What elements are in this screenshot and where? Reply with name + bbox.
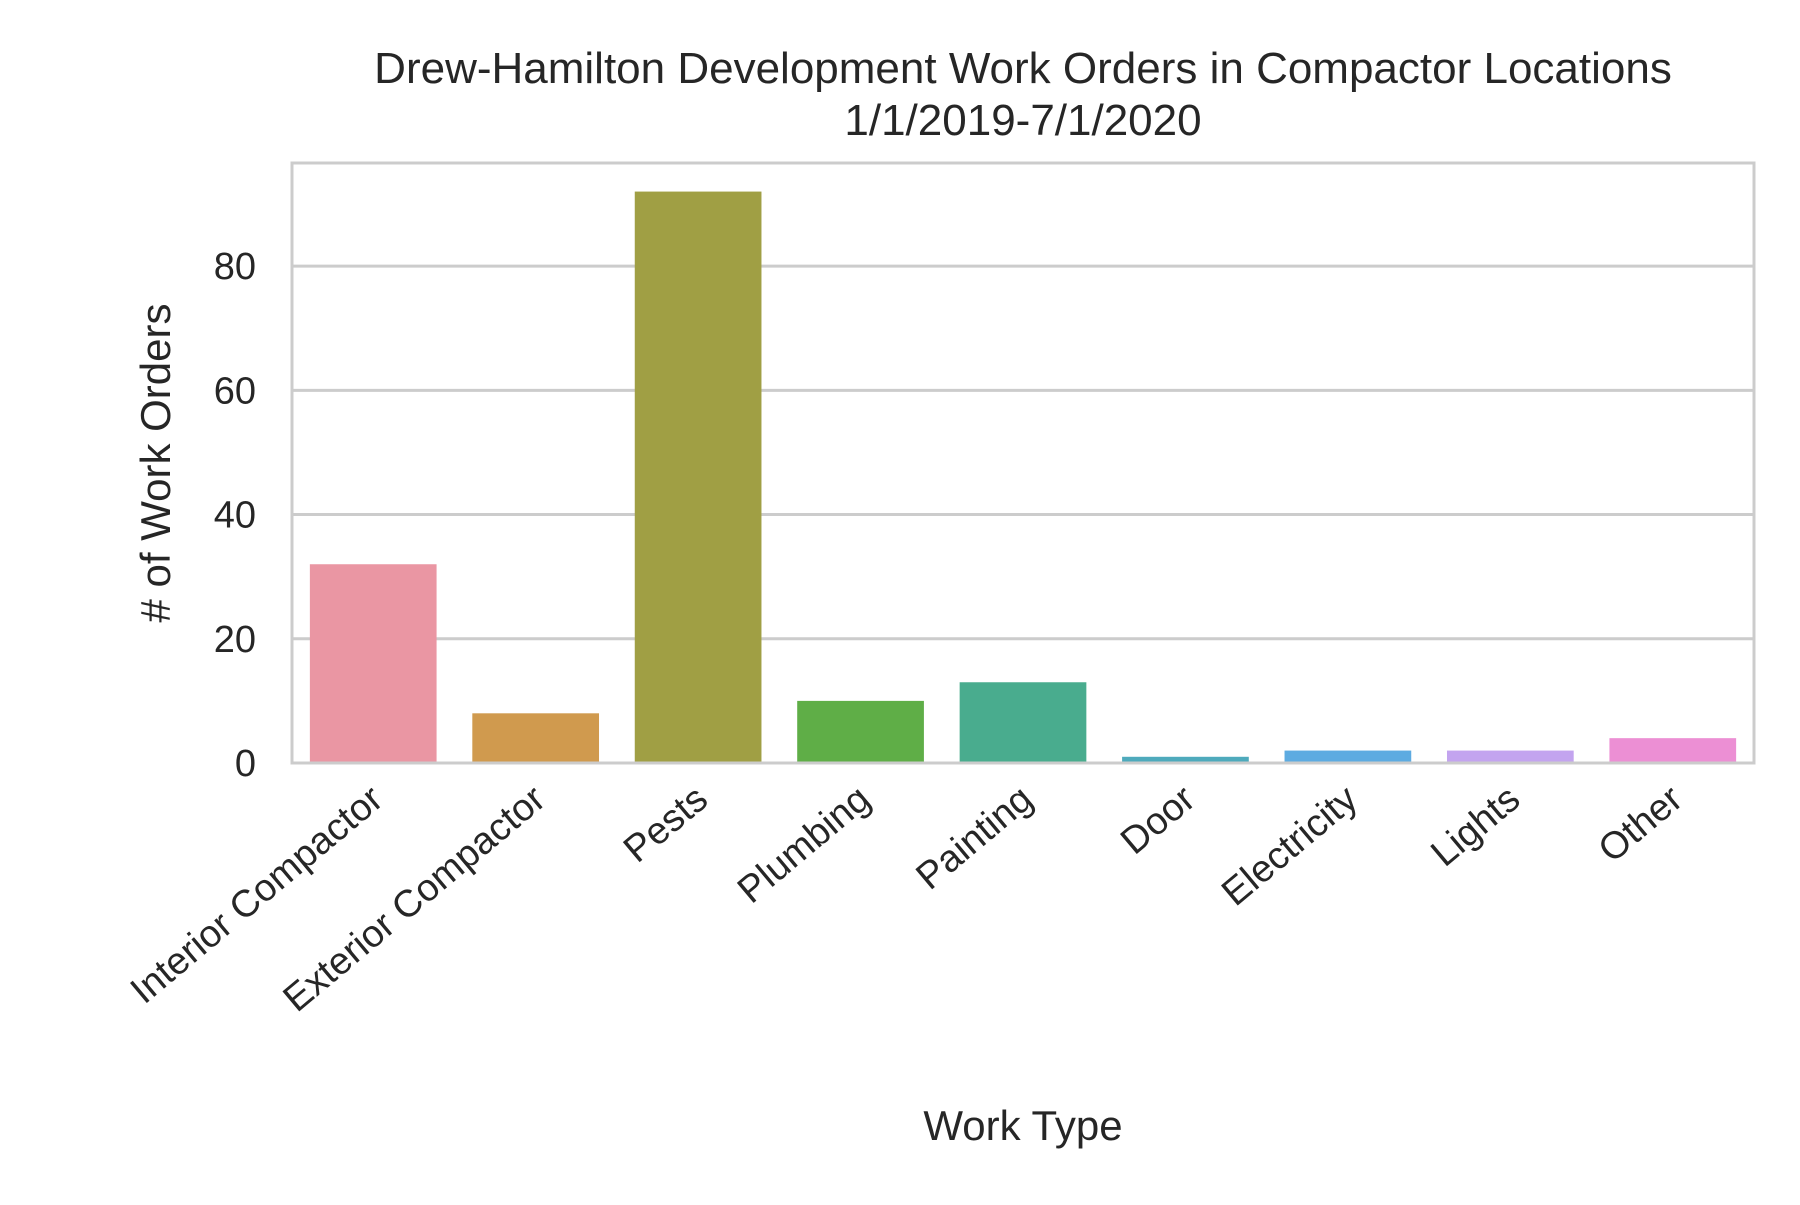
x-tick-label: Plumbing: [730, 778, 878, 912]
chart-title: Drew-Hamilton Development Work Orders in…: [374, 44, 1672, 93]
x-axis-label: Work Type: [923, 1102, 1122, 1149]
y-tick-label: 60: [214, 370, 256, 412]
bar-door: [1122, 756, 1249, 763]
y-gridlines: [292, 264, 1754, 641]
x-tick-label: Pests: [616, 778, 716, 871]
y-tick-label: 20: [214, 619, 256, 661]
bar-pests: [634, 191, 762, 764]
x-tick-label: Painting: [909, 778, 1041, 898]
x-tick-label: Exterior Compactor: [276, 778, 554, 1021]
y-tick-label: 80: [214, 246, 256, 288]
y-tick-labels: 0 20 40 60 80: [214, 246, 256, 785]
bar-painting: [959, 682, 1087, 763]
y-tick-label: 0: [235, 743, 256, 785]
y-tick-label: 40: [214, 495, 256, 537]
x-tick-label: Electricity: [1214, 778, 1366, 915]
x-tick-label: Lights: [1423, 778, 1528, 875]
bars-group: [309, 191, 1737, 764]
bar-interior-compactor: [309, 564, 437, 763]
bar-electricity: [1284, 750, 1412, 763]
bar-plumbing: [797, 700, 924, 763]
bar-lights: [1446, 750, 1574, 763]
x-tick-label: Door: [1113, 778, 1203, 863]
x-tick-label: Other: [1591, 778, 1691, 871]
y-axis-label: # of Work Orders: [132, 304, 179, 623]
plot-frame: [290, 161, 1756, 765]
bar-exterior-compactor: [472, 713, 600, 763]
chart-subtitle: 1/1/2019-7/1/2020: [844, 96, 1201, 145]
bar-other: [1609, 738, 1737, 763]
